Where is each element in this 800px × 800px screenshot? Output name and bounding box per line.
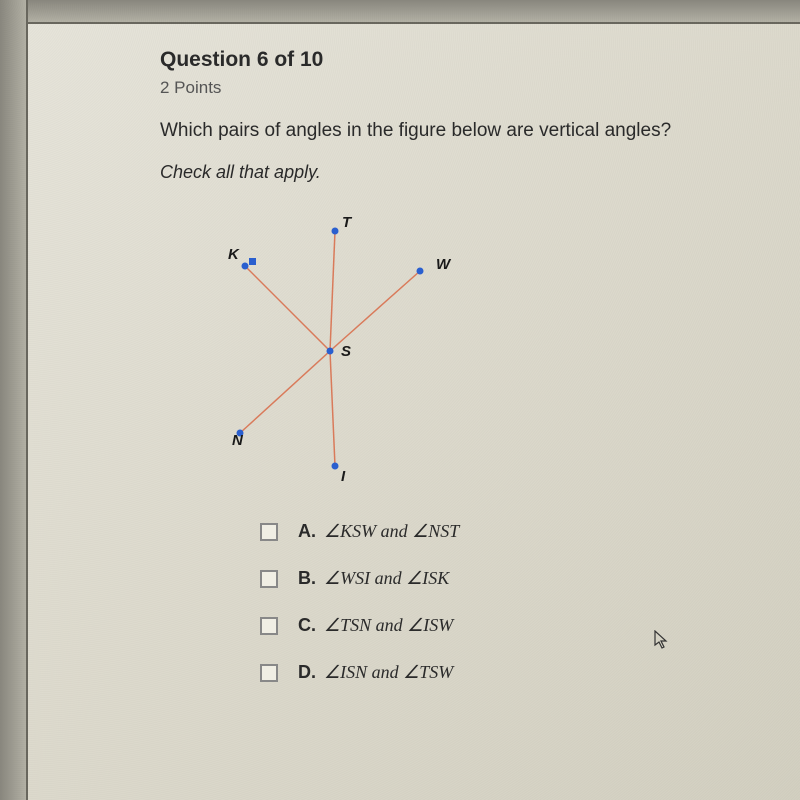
figure-svg: S T K W N I [190, 201, 480, 491]
ray-line [330, 271, 420, 351]
option-text: ∠TSN and ∠ISW [324, 615, 453, 636]
option-checkbox[interactable] [260, 664, 278, 682]
option-text: ∠WSI and ∠ISK [324, 568, 449, 589]
question-points: 2 Points [160, 78, 780, 98]
ray-line [245, 266, 330, 351]
page-content: Question 6 of 10 2 Points Which pairs of… [0, 0, 800, 729]
question-instruction: Check all that apply. [160, 162, 780, 183]
option-text: ∠ISN and ∠TSW [324, 662, 453, 683]
ray-line [240, 351, 330, 433]
answer-option[interactable]: D. ∠ISN and ∠TSW [260, 662, 780, 683]
ray-line [330, 351, 335, 466]
point-label: S [341, 343, 351, 360]
option-text: ∠KSW and ∠NST [324, 521, 459, 542]
answer-option[interactable]: B. ∠WSI and ∠ISK [260, 568, 780, 589]
point-dot [242, 263, 249, 270]
answer-option[interactable]: C. ∠TSN and ∠ISW [260, 615, 780, 636]
point-label: W [436, 256, 452, 273]
option-letter: C. [298, 615, 316, 636]
ray-line [330, 231, 335, 351]
option-checkbox[interactable] [260, 523, 278, 541]
point-dot [417, 268, 424, 275]
point-label: T [342, 214, 353, 231]
option-letter: A. [298, 521, 316, 542]
option-letter: B. [298, 568, 316, 589]
point-label: N [232, 432, 244, 449]
question-number: Question 6 of 10 [160, 48, 780, 72]
geometry-figure: S T K W N I [190, 201, 480, 491]
point-marker-square [249, 258, 256, 265]
point-dot [332, 228, 339, 235]
option-checkbox[interactable] [260, 570, 278, 588]
option-checkbox[interactable] [260, 617, 278, 635]
answer-option[interactable]: A. ∠KSW and ∠NST [260, 521, 780, 542]
question-text: Which pairs of angles in the figure belo… [160, 120, 780, 142]
answer-options: A. ∠KSW and ∠NST B. ∠WSI and ∠ISK C. ∠TSN and… [260, 521, 780, 683]
point-dot [332, 463, 339, 470]
point-label: I [341, 468, 346, 485]
cursor-icon [654, 630, 670, 655]
option-letter: D. [298, 662, 316, 683]
point-label: K [228, 246, 240, 263]
point-dot [327, 348, 334, 355]
